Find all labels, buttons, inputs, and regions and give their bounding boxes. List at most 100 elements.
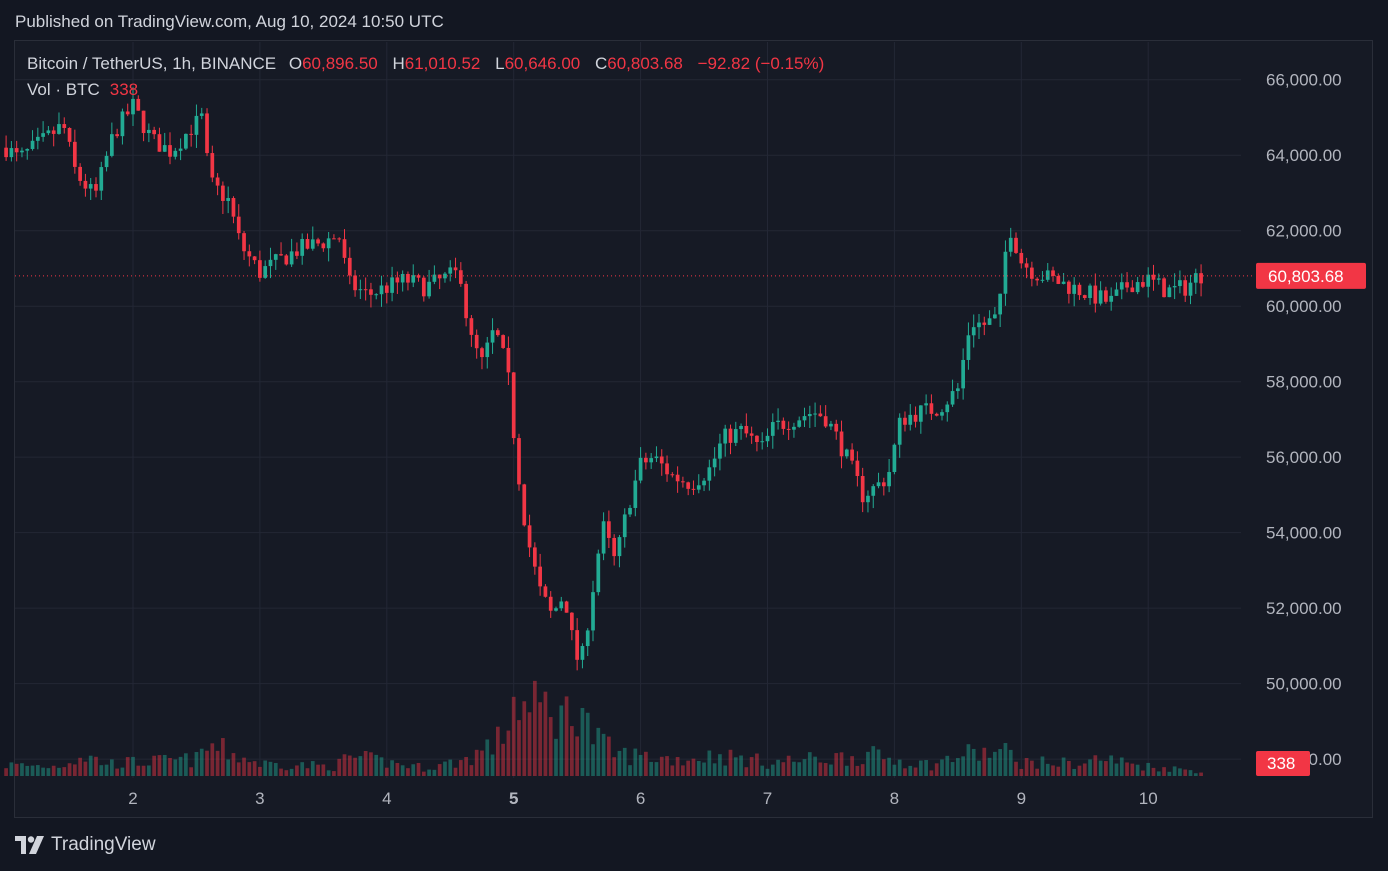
volume-bar: [258, 766, 262, 776]
volume-bar: [474, 749, 479, 776]
volume-bar: [506, 730, 511, 776]
volume-bar: [379, 757, 384, 776]
candle-body: [131, 98, 135, 115]
volume-bar: [850, 756, 854, 776]
candle-body: [390, 277, 394, 293]
volume-bar: [511, 696, 516, 776]
volume-bar: [744, 767, 749, 776]
candle-body: [1188, 282, 1193, 296]
volume-bar: [495, 726, 500, 776]
volume-bar: [1141, 770, 1145, 776]
candle-body: [961, 359, 965, 389]
candle-body: [485, 342, 490, 358]
volume-bar: [1077, 765, 1082, 776]
candle-body: [152, 129, 157, 135]
volume-bar: [273, 763, 278, 776]
candle-body: [51, 130, 56, 134]
brand[interactable]: TradingView: [15, 834, 156, 856]
volume-bar: [390, 760, 394, 776]
volume-bar: [765, 768, 770, 776]
candle-body: [1014, 237, 1018, 253]
candle-body: [406, 273, 410, 283]
candle-body: [501, 335, 505, 348]
candle-body: [289, 251, 294, 265]
volume-bar: [792, 761, 796, 776]
volume-bar: [109, 759, 114, 776]
candle-body: [194, 115, 199, 135]
candle-body: [860, 476, 865, 503]
candle-body: [252, 256, 257, 261]
candle-body: [950, 391, 955, 405]
volume-bar: [88, 755, 93, 776]
candle-body: [622, 514, 627, 538]
candle-body: [659, 456, 664, 464]
candle-body: [955, 388, 960, 392]
volume-bar: [1183, 769, 1188, 776]
volume-bar: [1088, 759, 1092, 776]
candle-body: [46, 130, 51, 134]
candle-body: [818, 413, 823, 417]
volume-bar: [437, 764, 442, 776]
volume-bar: [321, 764, 326, 776]
volume-bar: [1035, 768, 1040, 776]
volume-bar: [760, 765, 765, 776]
candle-body: [469, 318, 474, 335]
volume-bar: [421, 771, 426, 776]
candle-body: [1056, 275, 1061, 284]
close-label: C: [594, 54, 608, 73]
volume-bar: [823, 763, 828, 776]
candle-body: [702, 480, 706, 486]
last-volume-label: 338: [1267, 754, 1295, 773]
volume-bar: [1045, 763, 1050, 776]
candle-body: [1035, 278, 1040, 281]
volume-bar: [1082, 763, 1087, 776]
volume-bar: [152, 755, 157, 776]
volume-bar: [501, 743, 505, 776]
candle-body: [987, 318, 992, 325]
volume-bar: [25, 765, 30, 776]
candle-body: [342, 239, 347, 258]
chart-frame[interactable]: [14, 40, 1373, 818]
volume-bar: [136, 765, 141, 776]
volume-bar: [78, 757, 82, 776]
symbol-label[interactable]: Bitcoin / TetherUS, 1h, BINANCE: [27, 54, 277, 73]
volume-bar: [1188, 770, 1193, 776]
candle-body: [585, 630, 590, 647]
volume-bar: [1178, 768, 1182, 776]
candle-body: [1162, 278, 1166, 298]
volume-bar: [83, 761, 88, 776]
x-tick-label: 7: [763, 789, 772, 808]
volume-bar: [596, 727, 601, 776]
candle-body: [295, 251, 299, 256]
volume-bar: [57, 767, 61, 776]
candle-body: [495, 330, 500, 336]
volume-bar: [718, 754, 722, 776]
candle-body: [474, 334, 479, 349]
volume-label[interactable]: Vol · BTC: [27, 80, 100, 99]
candle-body: [887, 472, 891, 487]
candle-body: [739, 425, 743, 430]
candle-body: [892, 444, 897, 473]
candle-body: [1130, 287, 1135, 293]
volume-bar: [242, 757, 246, 776]
candle-body: [178, 148, 183, 151]
volume-bar: [1167, 771, 1172, 776]
candle-body: [601, 521, 606, 554]
candle-body: [940, 412, 944, 416]
volume-bar: [1125, 762, 1129, 776]
volume-bar: [940, 759, 944, 776]
candle-body: [786, 428, 791, 430]
volume-bar: [818, 762, 823, 776]
y-tick-label: 66,000.00: [1266, 71, 1342, 90]
candle-body: [1135, 282, 1140, 293]
volume-bar: [411, 764, 416, 776]
volume-bar: [712, 763, 717, 776]
x-tick-label: 10: [1139, 789, 1158, 808]
volume-bar: [987, 757, 992, 776]
volume-bar: [1162, 767, 1166, 776]
candle-body: [1172, 286, 1177, 288]
volume-bar: [517, 720, 521, 776]
volume-bar: [416, 762, 421, 776]
candle-body: [1199, 273, 1203, 284]
